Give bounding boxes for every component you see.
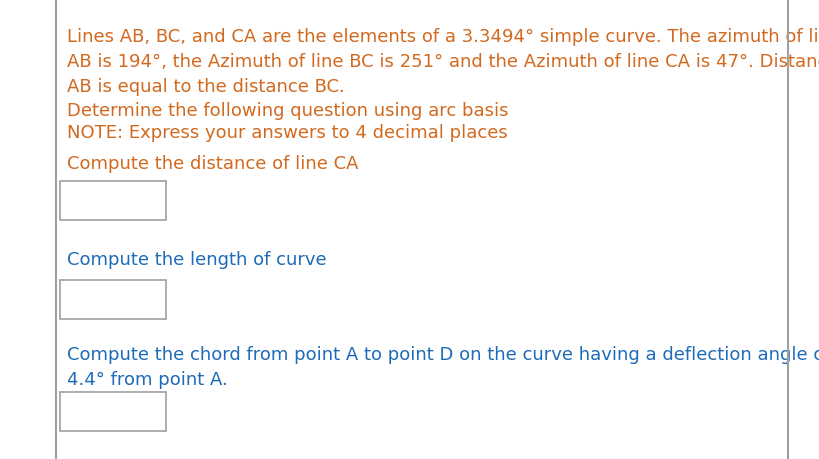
Text: Compute the chord from point A to point D on the curve having a deflection angle: Compute the chord from point A to point … bbox=[67, 345, 819, 363]
Text: NOTE: Express your answers to 4 decimal places: NOTE: Express your answers to 4 decimal … bbox=[67, 124, 508, 142]
Text: Determine the following question using arc basis: Determine the following question using a… bbox=[67, 102, 509, 120]
Text: 4.4° from point A.: 4.4° from point A. bbox=[67, 370, 228, 388]
Text: Compute the distance of line CA: Compute the distance of line CA bbox=[67, 155, 359, 173]
Text: AB is equal to the distance BC.: AB is equal to the distance BC. bbox=[67, 78, 345, 96]
Text: Compute the length of curve: Compute the length of curve bbox=[67, 250, 327, 268]
Text: AB is 194°, the Azimuth of line BC is 251° and the Azimuth of line CA is 47°. Di: AB is 194°, the Azimuth of line BC is 25… bbox=[67, 53, 819, 71]
Text: Lines AB, BC, and CA are the elements of a 3.3494° simple curve. The azimuth of : Lines AB, BC, and CA are the elements of… bbox=[67, 28, 819, 45]
